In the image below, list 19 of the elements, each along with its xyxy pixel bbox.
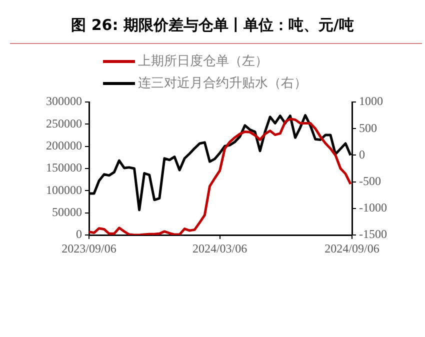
y-tick-label: 250000: [46, 116, 82, 130]
y-tick-label: 200000: [46, 138, 82, 152]
y2-tick-label: -1000: [359, 200, 387, 215]
chart-title: 图 26: 期限价差与仓单丨单位：吨、元/吨: [70, 16, 355, 35]
y-tick-label: 100000: [46, 182, 82, 197]
y-tick-label: 50000: [52, 204, 82, 219]
y-tick-label: 300000: [46, 94, 82, 108]
x-tick-label: 2024/03/06: [192, 241, 248, 256]
y2-tick-label: 1000: [359, 94, 383, 108]
y2-tick-label: -500: [359, 174, 381, 188]
legend-label: 连三对近月合约升贴水（右）: [138, 74, 307, 92]
y2-tick-label: 0: [359, 147, 365, 162]
y-tick-label: 0: [76, 227, 82, 242]
legend-label: 上期所日度仓单（左）: [138, 52, 268, 70]
y2-tick-label: -1500: [359, 227, 387, 242]
y-tick-label: 150000: [46, 160, 82, 175]
y2-tick-label: 500: [359, 120, 377, 135]
x-tick-label: 2024/09/06: [324, 241, 380, 256]
x-tick-label: 2023/09/06: [62, 241, 116, 256]
